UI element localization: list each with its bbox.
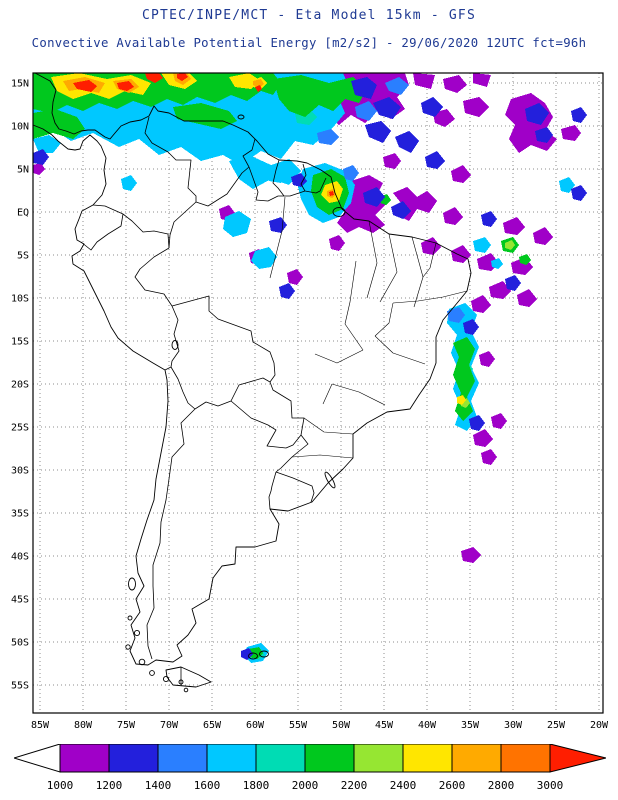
lon-label: 20W [590, 720, 609, 731]
colorbar-tick: 1600 [194, 779, 221, 792]
lat-label: 20S [11, 380, 29, 391]
colorbar-tick: 2600 [439, 779, 466, 792]
lat-label: 45S [11, 595, 29, 606]
lon-label: 85W [31, 720, 50, 731]
colorbar-tick: 3000 [537, 779, 564, 792]
colorbar: 1000 1200 1400 1600 1800 2000 2200 2400 … [14, 744, 606, 792]
lon-label: 50W [332, 720, 351, 731]
colorbar-segment [451, 744, 502, 773]
cape-purple [33, 73, 581, 563]
lat-label: 5N [17, 165, 29, 176]
lon-label: 25W [547, 720, 566, 731]
lat-label: 50S [11, 638, 29, 649]
lon-label: 80W [74, 720, 93, 731]
map-canvas: 15N 10N 5N EQ 5S 10S 15S 20S 25S 30S 35S… [11, 72, 609, 731]
cape-green [33, 73, 531, 659]
cape-red [73, 73, 334, 196]
lat-label: 55S [11, 681, 29, 692]
colorbar-tick: 1800 [243, 779, 270, 792]
colorbar-segment [353, 744, 404, 773]
cape-shading [33, 73, 587, 663]
country-borders [80, 116, 327, 685]
lat-label: 30S [11, 466, 29, 477]
lon-label: 75W [117, 720, 136, 731]
colorbar-tick: 1200 [96, 779, 123, 792]
lat-label: 15N [11, 79, 29, 90]
colorbar-tick: 2200 [341, 779, 368, 792]
lon-label: 30W [504, 720, 523, 731]
lon-label: 60W [246, 720, 265, 731]
colorbar-right-arrow [549, 744, 606, 773]
colorbar-segment [206, 744, 257, 773]
plot-area [32, 72, 604, 714]
cape-cyan [33, 73, 575, 663]
lon-label: 40W [418, 720, 437, 731]
colorbar-segment [402, 744, 453, 773]
colorbar-segment [500, 744, 551, 773]
colorbar-tick: 2400 [390, 779, 417, 792]
cape-blue [33, 77, 587, 660]
title-line-1: CPTEC/INPE/MCT - Eta Model 15km - GFS [142, 8, 476, 23]
colorbar-left-arrow [14, 744, 61, 773]
colorbar-segment [255, 744, 306, 773]
lon-label: 45W [375, 720, 394, 731]
colorbar-tick: 2000 [292, 779, 319, 792]
lon-label: 35W [461, 720, 480, 731]
state-borders [269, 196, 468, 459]
lat-label: 40S [11, 552, 29, 563]
plot-frame [32, 72, 604, 714]
colorbar-tick: 1400 [145, 779, 172, 792]
lat-label: 10N [11, 122, 29, 133]
colorbar-segment [304, 744, 355, 773]
lon-label: 65W [203, 720, 222, 731]
lat-label: EQ [17, 208, 29, 219]
lat-label: 25S [11, 423, 29, 434]
colorbar-tick: 2800 [488, 779, 515, 792]
cape-lightblue [317, 77, 465, 323]
colorbar-tick: 1000 [47, 779, 74, 792]
title-line-2: Convective Available Potential Energy [m… [31, 36, 587, 50]
lat-axis: 15N 10N 5N EQ 5S 10S 15S 20S 25S 30S 35S… [11, 79, 29, 692]
lat-label: 15S [11, 337, 29, 348]
coastlines [32, 72, 472, 693]
lon-label: 55W [289, 720, 308, 731]
colorbar-segment [59, 744, 110, 773]
colorbar-segment [157, 744, 208, 773]
lon-axis: 85W 80W 75W 70W 65W 60W 55W 50W 45W 40W … [31, 720, 609, 731]
lat-label: 35S [11, 509, 29, 520]
lon-label: 70W [160, 720, 179, 731]
lat-label: 5S [17, 251, 29, 262]
colorbar-segment [108, 744, 159, 773]
lat-label: 10S [11, 294, 29, 305]
